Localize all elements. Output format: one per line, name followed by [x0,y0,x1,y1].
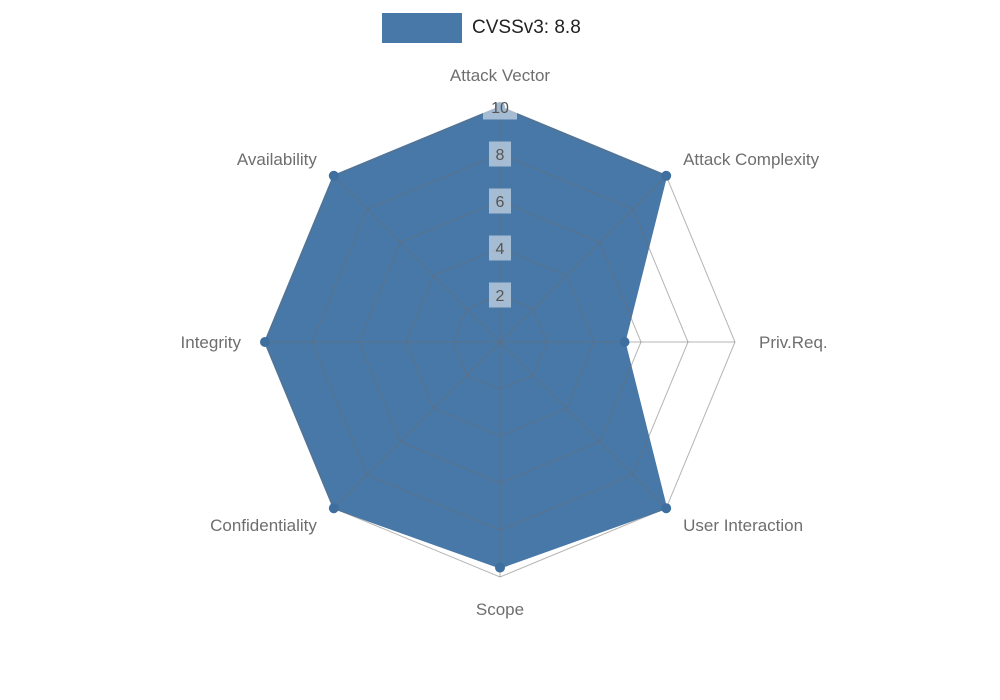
vertex-marker [328,170,339,181]
axis-label: User Interaction [683,516,803,535]
vertex-marker [661,503,672,514]
vertex-marker [328,503,339,514]
vertex-marker [260,337,270,347]
grid-spoke [333,175,501,343]
tick-label-box [483,94,517,120]
axis-label: Attack Vector [450,66,550,85]
tick-label-box [489,141,511,167]
tick-label-box [489,188,511,214]
tick-label-box [489,282,511,308]
axis-label: Integrity [181,333,242,352]
axis-label: Availability [237,150,318,169]
vertex-marker [619,337,630,347]
legend-label: CVSSv3: 8.8 [472,17,581,38]
axis-label: Priv.Req. [759,333,828,352]
tick-label: 8 [496,147,505,164]
vertex-marker [495,562,505,573]
tick-label: 2 [496,288,505,305]
grid-spoke [499,341,667,509]
axis-label: Confidentiality [210,516,317,535]
radar-fill-polygon [264,106,668,569]
axis-label: Attack Complexity [683,150,820,169]
tick-label-box [489,235,511,261]
vertex-marker [661,170,672,181]
tick-label: 6 [496,194,505,211]
grid-spoke [333,341,501,509]
tick-label: 4 [496,241,505,258]
axis-label: Scope [476,600,524,619]
tick-label: 10 [491,100,509,117]
legend-swatch [382,13,462,43]
chart-legend: CVSSv3: 8.8 [382,13,581,43]
grid-spoke [499,175,667,343]
